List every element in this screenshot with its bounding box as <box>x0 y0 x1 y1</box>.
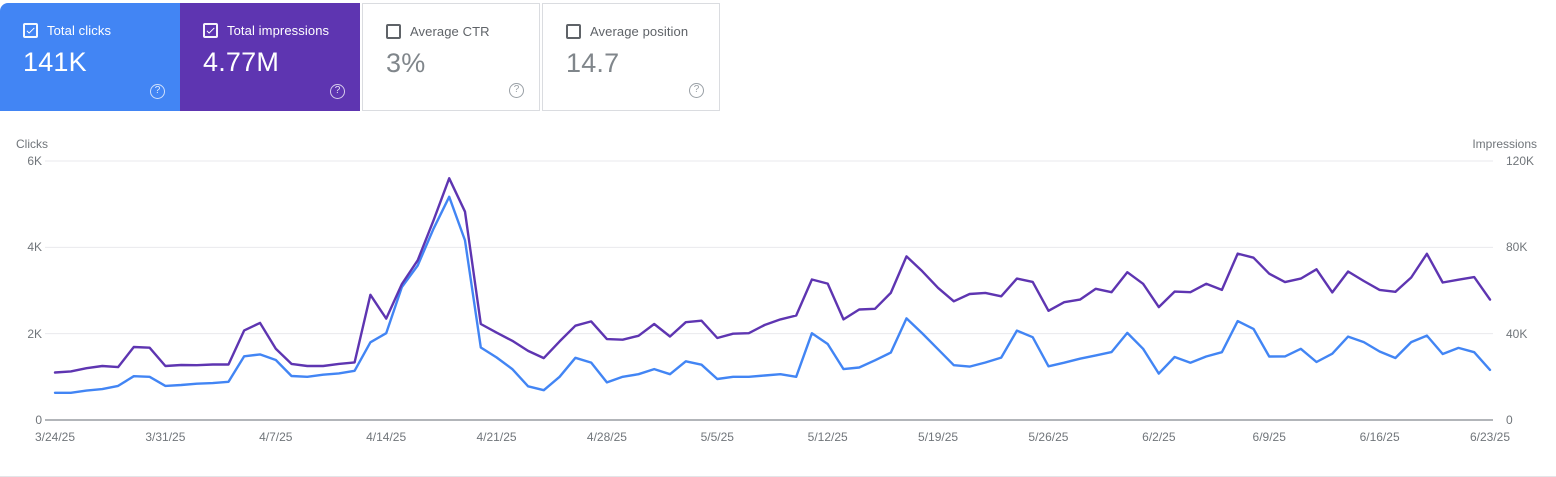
total-clicks-checkbox[interactable] <box>23 23 38 38</box>
help-icon[interactable]: ? <box>330 84 345 99</box>
clicks-line-series[interactable] <box>53 195 1492 394</box>
average-ctr-label: Average CTR <box>410 24 490 39</box>
average-position-value: 14.7 <box>566 48 620 78</box>
average-ctr-card[interactable]: Average CTR 3% ? <box>362 3 540 111</box>
right-axis-tick-label: 0 <box>1506 413 1513 427</box>
x-axis-date-label: 3/24/25 <box>34 430 76 444</box>
total-impressions-value: 4.77M <box>203 47 280 77</box>
left-axis-tick-label: 6K <box>27 154 42 168</box>
x-axis-date-label: 4/28/25 <box>586 430 627 444</box>
checkmark-icon <box>26 27 35 34</box>
x-axis-date-label: 5/26/25 <box>1028 430 1069 444</box>
right-axis-title: Impressions <box>1472 137 1537 151</box>
metric-cards-row: Total clicks 141K ? Total impressions 4.… <box>0 3 720 111</box>
checkmark-icon <box>206 27 215 34</box>
right-axis-tick-label: 120K <box>1506 154 1535 168</box>
x-axis-date-label: 5/19/25 <box>918 430 959 444</box>
x-axis-date-label: 6/23/25 <box>1469 430 1511 444</box>
x-axis-date-label: 5/5/25 <box>700 430 734 444</box>
x-axis-date-label: 6/2/25 <box>1142 430 1176 444</box>
help-icon[interactable]: ? <box>150 84 165 99</box>
left-axis-title: Clicks <box>16 137 48 151</box>
impressions-line-series[interactable] <box>53 177 1492 374</box>
total-impressions-checkbox[interactable] <box>203 23 218 38</box>
x-axis-date-label: 4/21/25 <box>476 430 517 444</box>
total-impressions-label: Total impressions <box>227 23 330 38</box>
x-axis-date-label: 4/14/25 <box>366 430 407 444</box>
x-axis-date-label: 5/12/25 <box>807 430 848 444</box>
right-axis-tick-label: 40K <box>1506 326 1528 341</box>
average-ctr-checkbox[interactable] <box>386 24 401 39</box>
total-clicks-label: Total clicks <box>47 23 112 38</box>
right-axis-tick-label: 80K <box>1506 240 1528 255</box>
x-axis-date-label: 6/9/25 <box>1252 430 1286 444</box>
help-icon[interactable]: ? <box>509 83 524 98</box>
total-clicks-card[interactable]: Total clicks 141K ? <box>0 3 180 111</box>
left-axis-tick-label: 4K <box>27 240 42 255</box>
help-icon[interactable]: ? <box>689 83 704 98</box>
average-position-card[interactable]: Average position 14.7 ? <box>542 3 720 111</box>
left-axis-tick-label: 0 <box>35 413 42 427</box>
x-axis-date-label: 6/16/25 <box>1359 430 1400 444</box>
x-axis-date-label: 4/7/25 <box>259 430 293 444</box>
left-axis-tick-label: 2K <box>27 326 42 341</box>
x-axis-date-label: 3/31/25 <box>145 430 186 444</box>
total-clicks-value: 141K <box>23 47 87 77</box>
total-impressions-card[interactable]: Total impressions 4.77M ? <box>180 3 360 111</box>
average-position-label: Average position <box>590 24 689 39</box>
average-position-checkbox[interactable] <box>566 24 581 39</box>
average-ctr-value: 3% <box>386 48 426 78</box>
